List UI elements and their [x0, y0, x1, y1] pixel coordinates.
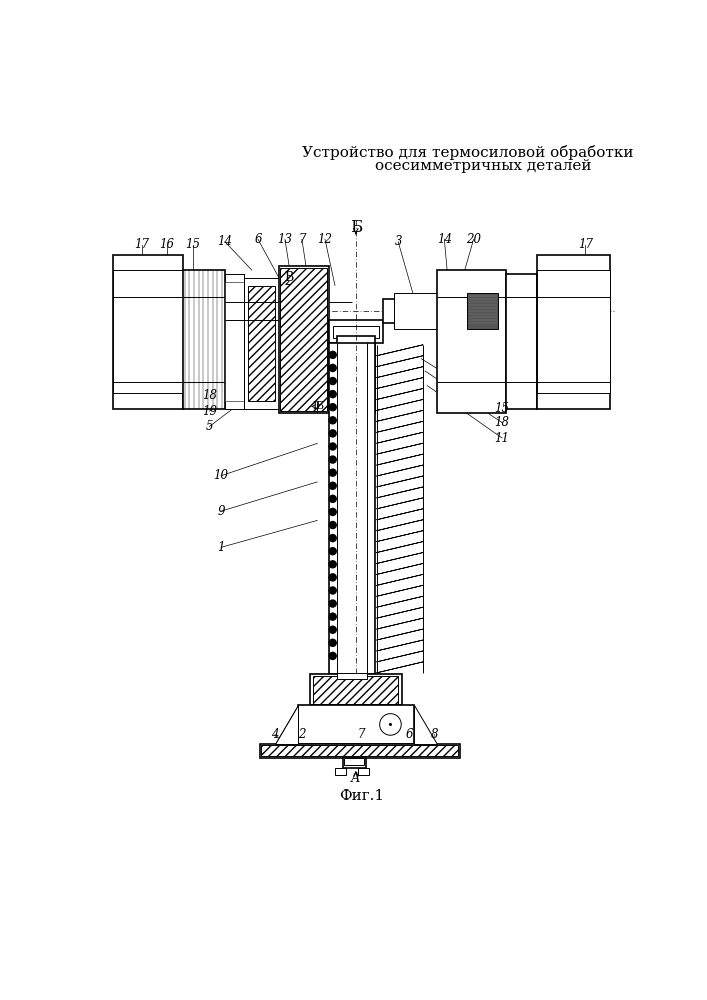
Bar [298, 705, 414, 744]
Text: 7: 7 [298, 233, 305, 246]
Text: 6: 6 [255, 233, 262, 246]
Text: 15: 15 [495, 402, 510, 415]
Bar [537, 270, 610, 393]
Bar [313, 676, 398, 704]
Bar [337, 336, 375, 413]
Text: 12: 12 [317, 233, 332, 246]
Circle shape [329, 626, 337, 634]
Bar [437, 270, 506, 413]
Bar [329, 320, 382, 343]
Circle shape [329, 573, 337, 582]
Bar [343, 758, 366, 768]
Circle shape [329, 468, 337, 477]
Bar [261, 745, 458, 756]
Bar [291, 278, 317, 301]
Bar [358, 768, 369, 774]
Circle shape [329, 442, 337, 451]
Circle shape [329, 521, 337, 529]
Bar [291, 374, 317, 397]
Circle shape [329, 495, 337, 503]
Bar [382, 299, 437, 323]
Bar [225, 274, 244, 409]
Bar [335, 768, 346, 774]
Text: 13: 13 [277, 233, 293, 246]
Text: 15: 15 [185, 238, 200, 251]
Circle shape [329, 639, 337, 647]
Circle shape [329, 403, 337, 411]
Circle shape [329, 599, 337, 608]
Text: 18: 18 [202, 389, 217, 402]
Bar [279, 266, 329, 413]
Text: 9: 9 [217, 505, 225, 518]
Polygon shape [414, 705, 437, 744]
Bar [310, 674, 402, 705]
Bar [113, 255, 182, 409]
Bar [333, 326, 379, 338]
Text: 18: 18 [495, 416, 510, 429]
Circle shape [329, 455, 337, 464]
Text: 8: 8 [431, 728, 438, 741]
Bar [337, 673, 368, 679]
Text: 14: 14 [217, 235, 233, 248]
Text: 16: 16 [160, 238, 175, 251]
Text: 19: 19 [202, 405, 217, 418]
Bar [182, 270, 225, 409]
Bar [281, 268, 327, 411]
Text: 17: 17 [578, 238, 592, 251]
Text: А: А [351, 772, 361, 785]
Text: В: В [284, 271, 293, 284]
Circle shape [329, 612, 337, 621]
Text: 3: 3 [395, 235, 402, 248]
Circle shape [329, 547, 337, 555]
Circle shape [329, 560, 337, 569]
Bar [467, 293, 498, 329]
Text: 6: 6 [406, 728, 414, 741]
Text: Б: Б [350, 219, 362, 236]
Bar [506, 274, 537, 409]
Text: Устройство для термосиловой обработки: Устройство для термосиловой обработки [302, 145, 633, 160]
Text: 10: 10 [214, 469, 228, 482]
Text: Фиг.1: Фиг.1 [339, 789, 385, 803]
Text: 14: 14 [437, 233, 452, 246]
Text: I: I [312, 401, 317, 411]
Bar [395, 293, 437, 329]
Circle shape [329, 416, 337, 425]
Circle shape [329, 482, 337, 490]
Bar [537, 255, 610, 409]
Text: 4: 4 [271, 728, 279, 741]
Bar [329, 343, 375, 674]
Circle shape [329, 377, 337, 385]
Bar [113, 270, 182, 393]
Polygon shape [275, 705, 298, 744]
Text: осесимметричных деталей: осесимметричных деталей [375, 159, 591, 173]
Text: 20: 20 [466, 233, 481, 246]
Circle shape [329, 534, 337, 542]
Text: 2: 2 [298, 728, 305, 741]
Polygon shape [275, 705, 298, 744]
Text: 1: 1 [217, 541, 225, 554]
Text: 7: 7 [358, 728, 365, 741]
Circle shape [329, 351, 337, 359]
Bar [344, 758, 364, 765]
Circle shape [329, 508, 337, 516]
Circle shape [329, 364, 337, 372]
Text: 11: 11 [495, 432, 510, 445]
Text: 17: 17 [134, 238, 149, 251]
Circle shape [329, 586, 337, 595]
Bar [248, 286, 275, 401]
Circle shape [389, 723, 392, 726]
Bar [225, 282, 244, 401]
Circle shape [329, 390, 337, 398]
Text: 5: 5 [206, 420, 214, 433]
Bar [259, 744, 460, 758]
Bar [244, 278, 279, 409]
Circle shape [329, 429, 337, 438]
Circle shape [329, 652, 337, 660]
Text: Б: Б [315, 401, 324, 411]
